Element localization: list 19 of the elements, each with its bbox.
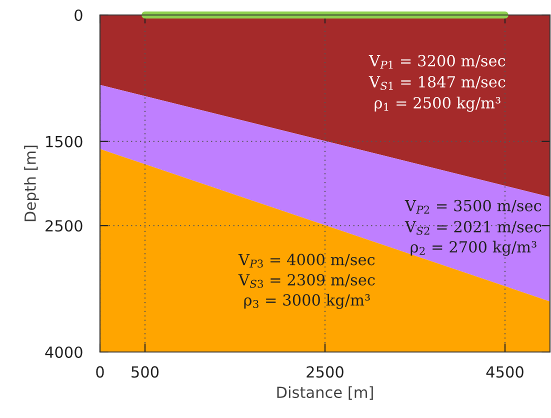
annotation: V$_{S3}$ = 2309 m/sec bbox=[238, 274, 375, 288]
x-axis-title: Distance [m] bbox=[277, 386, 373, 400]
annotation: ρ$_{2}$ = 2700 kg/m³ bbox=[410, 240, 536, 256]
x-tick-label: 0 bbox=[96, 366, 104, 378]
y-tick-label: 4000 bbox=[45, 346, 82, 358]
annotation: V$_{P3}$ = 4000 m/sec bbox=[238, 254, 375, 268]
x-tick-label: 2500 bbox=[306, 366, 344, 378]
y-tick-label: 2500 bbox=[46, 220, 82, 232]
annotation: V$_{P2}$ = 3500 m/sec bbox=[404, 200, 542, 214]
y-tick-label: 0 bbox=[74, 9, 82, 22]
x-tick-label: 500 bbox=[132, 366, 159, 378]
annotation: ρ$_{3}$ = 3000 kg/m³ bbox=[244, 294, 370, 309]
x-tick-label: 4500 bbox=[486, 366, 524, 378]
annotation: V$_{P1}$ = 3200 m/sec bbox=[368, 54, 506, 69]
y-tick-label: 1500 bbox=[46, 136, 82, 148]
annotation: V$_{S2}$ = 2021 m/sec bbox=[404, 220, 542, 235]
annotation: V$_{S1}$ = 1847 m/sec bbox=[368, 76, 506, 90]
annotation: ρ$_{1}$ = 2500 kg/m³ bbox=[374, 96, 500, 112]
y-axis-title: Depth [m] bbox=[24, 146, 39, 222]
